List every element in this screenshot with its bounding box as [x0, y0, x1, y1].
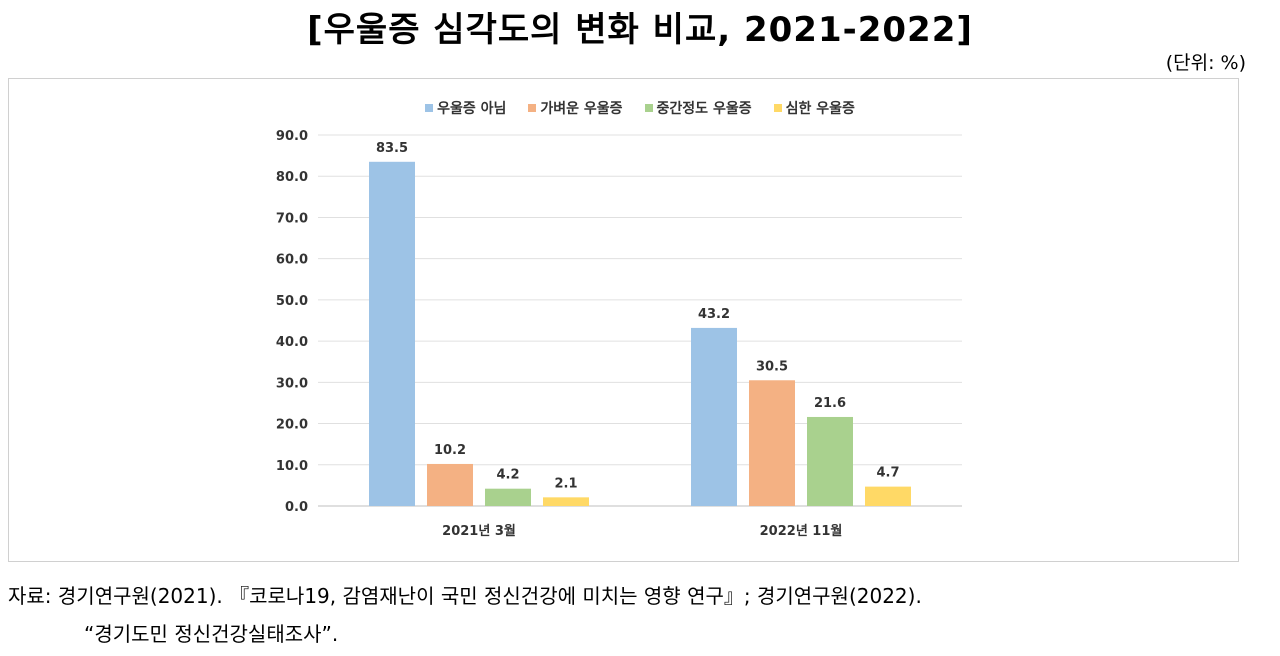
legend-swatch	[773, 104, 782, 112]
legend-item: 중간정도 우울증	[644, 98, 752, 118]
y-tick-label: 80.0	[276, 170, 308, 185]
y-tick-label: 10.0	[276, 459, 308, 474]
y-tick-label: 30.0	[276, 376, 308, 391]
legend: 우울증 아님 가벼운 우울증 중간정도 우울증 심한 우울증	[0, 98, 1280, 118]
y-tick-label: 50.0	[276, 294, 308, 309]
legend-item: 심한 우울증	[773, 98, 855, 118]
legend-swatch	[425, 104, 434, 112]
data-label: 21.6	[814, 396, 846, 411]
y-tick-label: 40.0	[276, 335, 308, 350]
bar	[807, 416, 853, 506]
legend-label: 심한 우울증	[785, 101, 855, 117]
bar	[485, 488, 531, 506]
y-tick-label: 70.0	[276, 211, 308, 226]
bar	[691, 327, 737, 506]
y-tick-label: 90.0	[276, 129, 308, 144]
data-label: 43.2	[698, 307, 730, 322]
bar	[749, 380, 795, 506]
bar	[865, 486, 911, 506]
x-tick-label: 2021년 3월	[442, 523, 516, 539]
y-tick-label: 20.0	[276, 418, 308, 433]
legend-label: 중간정도 우울증	[656, 101, 752, 117]
legend-label: 가벼운 우울증	[540, 101, 623, 117]
bar	[369, 161, 415, 507]
unit-label: (단위: %)	[1165, 52, 1246, 74]
page-title: [우울증 심각도의 변화 비교, 2021-2022]	[307, 10, 973, 50]
legend-swatch	[528, 104, 537, 112]
data-label: 83.5	[376, 141, 408, 156]
source-note: 자료: 경기연구원(2021). 『코로나19, 감염재난이 국민 정신건강에 …	[8, 584, 922, 608]
data-label: 10.2	[434, 443, 466, 458]
legend-item: 우울증 아님	[425, 98, 506, 118]
data-label: 4.7	[876, 466, 899, 481]
bar	[543, 497, 589, 506]
legend-label: 우울증 아님	[437, 101, 507, 117]
data-label: 30.5	[756, 359, 788, 374]
y-tick-label: 0.0	[285, 500, 308, 515]
chart-frame	[8, 78, 1239, 562]
source-note-continued: “경기도민 정신건강실태조사”.	[84, 622, 339, 646]
x-tick-label: 2022년 11월	[760, 523, 843, 539]
data-label: 4.2	[496, 468, 519, 483]
legend-swatch	[644, 104, 653, 112]
legend-item: 가벼운 우울증	[528, 98, 623, 118]
data-label: 2.1	[554, 476, 577, 491]
y-tick-label: 60.0	[276, 253, 308, 268]
bar	[427, 463, 473, 506]
